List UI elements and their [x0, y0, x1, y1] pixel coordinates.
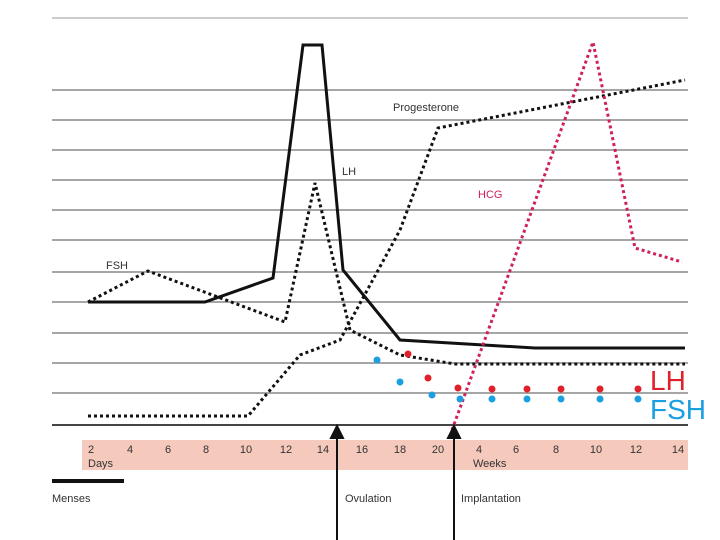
- axis-label: Weeks: [473, 458, 507, 470]
- event-label: Implantation: [461, 493, 521, 505]
- tick-label: 8: [553, 444, 559, 456]
- arrow-head: [446, 423, 462, 439]
- dot: [523, 385, 531, 393]
- dot: [396, 378, 404, 386]
- tick-label: 8: [203, 444, 209, 456]
- curve-label: HCG: [478, 189, 502, 201]
- tick-label: 10: [240, 444, 252, 456]
- arrow-head: [329, 423, 345, 439]
- grid: [52, 17, 688, 426]
- fsh-curve: [87, 182, 685, 366]
- week-ticks: 4 6 8 10 12 14: [476, 444, 684, 456]
- progesterone-curve: [88, 78, 686, 418]
- tick-label: 12: [630, 444, 642, 456]
- dot: [634, 385, 642, 393]
- tick-label: 6: [165, 444, 171, 456]
- dot: [488, 395, 496, 403]
- curve-label: FSH: [106, 260, 128, 272]
- tick-label: 18: [394, 444, 406, 456]
- tick-label: 12: [280, 444, 292, 456]
- tick-label: 4: [476, 444, 482, 456]
- tick-label: 20: [432, 444, 444, 456]
- tick-label: 16: [356, 444, 368, 456]
- dot: [404, 350, 412, 358]
- event-label: Menses: [52, 493, 91, 505]
- dot: [428, 391, 436, 399]
- tick-label: 6: [513, 444, 519, 456]
- dot: [596, 385, 604, 393]
- event-arrows: [329, 423, 462, 540]
- tick-label: 14: [317, 444, 329, 456]
- tick-label: 4: [127, 444, 133, 456]
- dot: [557, 385, 565, 393]
- tick-label: 2: [88, 444, 94, 456]
- hcg-curve: [450, 36, 683, 431]
- dot: [523, 395, 531, 403]
- time-band: [82, 440, 688, 470]
- legend-lh: LH: [650, 365, 686, 396]
- dot: [456, 395, 464, 403]
- lh-dots: [404, 350, 642, 393]
- tick-label: 10: [590, 444, 602, 456]
- dot: [634, 395, 642, 403]
- dot: [424, 374, 432, 382]
- curve-label: Progesterone: [393, 102, 459, 114]
- axis-label: Days: [88, 458, 114, 470]
- event-label: Ovulation: [345, 493, 391, 505]
- dot: [454, 384, 462, 392]
- fsh-dots: [373, 356, 642, 403]
- day-ticks: 2 4 6 8 10 12 14 16 18 20: [88, 444, 444, 456]
- legend-fsh: FSH: [650, 394, 706, 425]
- dot: [557, 395, 565, 403]
- dot: [596, 395, 604, 403]
- tick-label: 14: [672, 444, 684, 456]
- dot: [488, 385, 496, 393]
- dot: [373, 356, 381, 364]
- lh-curve: [88, 43, 685, 350]
- curve-label: LH: [342, 166, 356, 178]
